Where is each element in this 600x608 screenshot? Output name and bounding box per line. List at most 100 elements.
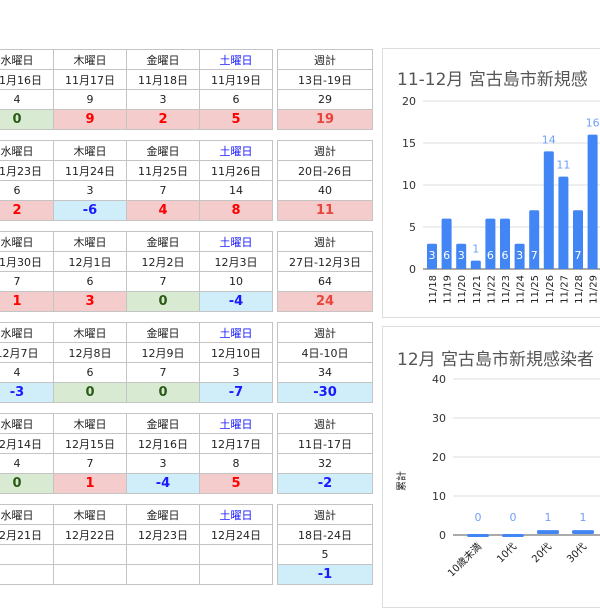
x-tick-label: 11/25 (530, 275, 541, 304)
date-cell: 12月24日 (199, 524, 273, 545)
bar (514, 243, 525, 269)
x-tick-label: 11/21 (472, 275, 483, 304)
date-cell: 11月18日 (126, 69, 200, 90)
bar (543, 151, 554, 269)
daily-cases-chart[interactable]: 11-12月 宮古島市新規感 0 5 10 15 20 3 11/18 6 11/19 3 11/2… (382, 48, 600, 318)
weekday-header: 金曜日 (126, 231, 200, 252)
data-label: 7 (531, 249, 538, 262)
bar (456, 243, 467, 269)
count-cell (0, 544, 54, 565)
x-tick-label: 11/29 (589, 275, 600, 304)
bar (427, 243, 437, 269)
count-cell (199, 544, 273, 565)
bar (558, 176, 569, 269)
count-cell: 4 (0, 89, 54, 110)
chart-title: 12月 宮古島市新規感染者 (397, 350, 595, 370)
x-tick-label: 30代 (565, 541, 590, 566)
weekday-header: 金曜日 (126, 413, 200, 434)
data-label: 11 (556, 159, 570, 172)
daily-cases-plot: 05101520311/18611/19311/20111/21611/2261… (402, 95, 600, 304)
date-cell: 12月9日 (126, 342, 200, 363)
diff-cell (199, 564, 273, 585)
x-tick-label: 11/20 (457, 275, 468, 304)
y-tick-label: 5 (409, 221, 416, 234)
data-label: 14 (542, 133, 556, 146)
weekday-header: 木曜日 (53, 49, 127, 70)
date-cell: 12月17日 (199, 433, 273, 454)
diff-cell: 1 (53, 473, 127, 494)
week-diff: 19 (277, 109, 373, 130)
count-cell: 3 (126, 453, 200, 474)
bar (502, 534, 524, 537)
data-label: 7 (575, 249, 582, 262)
weekly-total-table: 週計 20日-26日 40 11 (277, 140, 373, 221)
date-cell: 11月17日 (53, 69, 127, 90)
data-label: 1 (580, 511, 587, 524)
week-range: 11日-17日 (277, 433, 373, 454)
diff-cell: -7 (199, 382, 273, 403)
data-label: 3 (429, 249, 436, 262)
weekday-header: 木曜日 (53, 322, 127, 343)
x-tick-label: 20代 (530, 541, 555, 566)
weekday-header: 水曜日 (0, 322, 54, 343)
y-tick-label: 10 (432, 490, 446, 503)
count-cell: 4 (0, 453, 54, 474)
x-tick-label: 11/28 (574, 275, 585, 304)
date-cell: 11月26日 (199, 160, 273, 181)
diff-cell: 0 (0, 473, 54, 494)
diff-cell (126, 564, 200, 585)
data-label: 0 (475, 511, 482, 524)
count-cell: 7 (126, 362, 200, 383)
date-cell: 12月14日 (0, 433, 54, 454)
weekday-header: 水曜日 (0, 231, 54, 252)
week-total: 29 (277, 89, 373, 110)
week-range: 20日-26日 (277, 160, 373, 181)
week-range: 4日-10日 (277, 342, 373, 363)
data-label: 6 (502, 249, 509, 262)
weekly-total-table: 週計 18日-24日 5 -1 (277, 504, 373, 585)
x-tick-label: 11/26 (545, 275, 556, 304)
bar (485, 218, 496, 269)
data-label: 3 (516, 249, 523, 262)
date-cell: 12月7日 (0, 342, 54, 363)
weekday-header: 土曜日 (199, 413, 273, 434)
date-cell: 12月21日 (0, 524, 54, 545)
count-cell: 3 (126, 89, 200, 110)
date-cell: 12月2日 (126, 251, 200, 272)
count-cell (53, 544, 127, 565)
data-label: 0 (510, 511, 517, 524)
diff-cell: 1 (0, 291, 54, 312)
count-cell: 14 (199, 180, 273, 201)
bar (500, 218, 510, 269)
count-cell: 3 (199, 362, 273, 383)
count-cell: 4 (0, 362, 54, 383)
week-diff: -2 (277, 473, 373, 494)
weekly-total-table: 週計 13日-19日 29 19 (277, 49, 373, 130)
weekday-header: 水曜日 (0, 49, 54, 70)
week-diff: -30 (277, 382, 373, 403)
x-tick-label: 11/18 (428, 275, 439, 304)
date-cell: 12月8日 (53, 342, 127, 363)
week-total: 40 (277, 180, 373, 201)
y-tick-label: 15 (402, 137, 416, 150)
x-tick-label: 11/23 (501, 275, 512, 304)
count-cell: 3 (53, 180, 127, 201)
weekday-header: 金曜日 (126, 504, 200, 525)
age-cases-chart[interactable]: 12月 宮古島市新規感染者 0 10 20 30 40 累計 0 10歳未満 0 10代 1 20代 1… (382, 326, 600, 608)
weekly-total-table: 週計 27日-12月3日 64 24 (277, 231, 373, 312)
weekly-header: 週計 (277, 231, 373, 252)
weekly-header: 週計 (277, 49, 373, 70)
weekly-total-table: 週計 4日-10日 34 -30 (277, 322, 373, 403)
y-tick-label: 10 (402, 179, 416, 192)
date-cell: 12月3日 (199, 251, 273, 272)
week-range: 27日-12月3日 (277, 251, 373, 272)
diff-cell: 0 (53, 382, 127, 403)
date-cell: 11月23日 (0, 160, 54, 181)
date-cell: 11月16日 (0, 69, 54, 90)
date-cell: 11月19日 (199, 69, 273, 90)
count-cell: 7 (53, 453, 127, 474)
weekday-header: 金曜日 (126, 49, 200, 70)
count-cell: 6 (0, 180, 54, 201)
